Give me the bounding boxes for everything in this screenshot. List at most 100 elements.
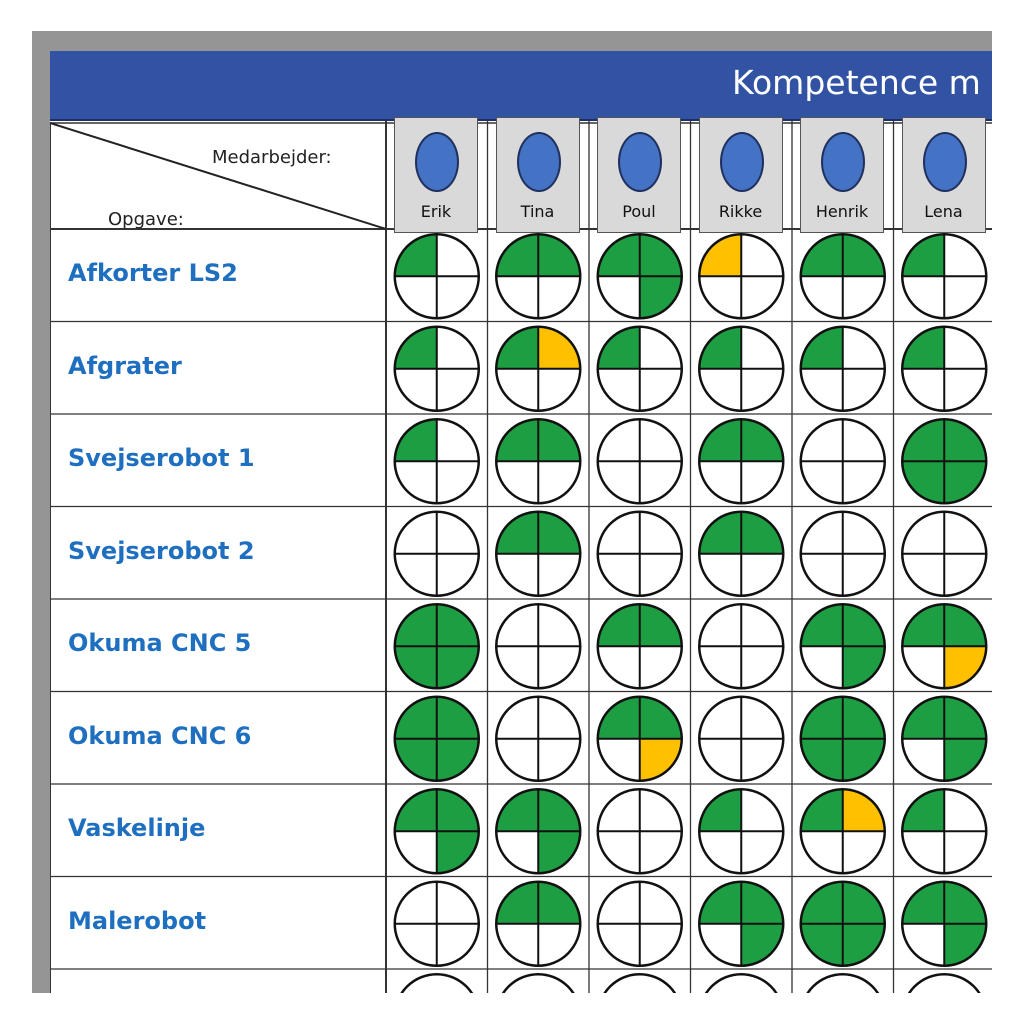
competence-quadrant	[800, 234, 843, 277]
task-label: Afkorter LS2	[68, 259, 238, 287]
competence-indicator[interactable]	[698, 418, 785, 505]
competence-quadrant	[538, 881, 581, 924]
competence-indicator[interactable]	[495, 788, 582, 875]
competence-circle-partial	[806, 973, 880, 993]
competence-indicator[interactable]	[698, 603, 785, 690]
competence-indicator[interactable]	[393, 510, 480, 597]
competence-indicator[interactable]	[596, 603, 683, 690]
competence-circle-outline	[698, 233, 785, 320]
avatar	[922, 132, 967, 192]
competence-matrix-sheet: Kompetence m Medarbejder: Opgave: Erik Ti…	[50, 51, 992, 993]
competence-circle-outline	[495, 418, 582, 505]
competence-indicator[interactable]	[393, 603, 480, 690]
competence-indicator[interactable]	[596, 788, 683, 875]
competence-quadrant	[699, 604, 742, 647]
competence-quadrant	[538, 646, 581, 689]
competence-indicator[interactable]	[901, 695, 988, 782]
competence-indicator[interactable]	[698, 695, 785, 782]
competence-quadrant	[741, 923, 784, 966]
competence-indicator[interactable]	[799, 695, 886, 782]
competence-quadrant	[597, 604, 640, 647]
competence-quadrant	[741, 368, 784, 411]
competence-indicator[interactable]	[393, 233, 480, 320]
competence-quadrant	[741, 326, 784, 369]
page-title: Kompetence m	[732, 63, 981, 102]
competence-indicator[interactable]	[799, 418, 886, 505]
competence-indicator[interactable]	[596, 695, 683, 782]
competence-indicator[interactable]	[495, 418, 582, 505]
competence-quadrant	[639, 881, 682, 924]
competence-quadrant	[597, 789, 640, 832]
task-label: Svejserobot 1	[68, 444, 255, 472]
competence-quadrant	[944, 604, 987, 647]
competence-indicator[interactable]	[698, 325, 785, 412]
competence-indicator[interactable]	[799, 788, 886, 875]
competence-quadrant	[741, 604, 784, 647]
competence-quadrant	[436, 696, 479, 739]
competence-indicator[interactable]	[901, 603, 988, 690]
competence-quadrant	[496, 276, 539, 319]
task-label: Vaskelinje	[68, 814, 206, 842]
competence-quadrant	[699, 276, 742, 319]
competence-indicator[interactable]	[495, 510, 582, 597]
competence-indicator[interactable]	[901, 510, 988, 597]
competence-indicator[interactable]	[596, 510, 683, 597]
competence-indicator[interactable]	[901, 418, 988, 505]
competence-indicator[interactable]	[901, 880, 988, 967]
competence-quadrant	[944, 368, 987, 411]
competence-indicator[interactable]	[698, 510, 785, 597]
competence-quadrant	[538, 923, 581, 966]
competence-indicator[interactable]	[596, 233, 683, 320]
competence-indicator[interactable]	[495, 603, 582, 690]
competence-indicator[interactable]	[799, 510, 886, 597]
competence-quadrant	[639, 831, 682, 874]
avatar	[821, 132, 865, 192]
competence-quadrant	[639, 461, 682, 504]
competence-indicator[interactable]	[596, 418, 683, 505]
competence-indicator[interactable]	[596, 325, 683, 412]
competence-quadrant	[639, 604, 682, 647]
competence-indicator[interactable]	[393, 788, 480, 875]
competence-indicator[interactable]	[495, 233, 582, 320]
competence-quadrant	[699, 326, 742, 369]
competence-circle-outline	[901, 325, 988, 412]
competence-indicator[interactable]	[698, 233, 785, 320]
competence-circle-outline	[799, 325, 886, 412]
competence-quadrant	[842, 646, 885, 689]
competence-indicator[interactable]	[901, 325, 988, 412]
title-bar: Kompetence m	[50, 51, 992, 121]
competence-indicator[interactable]	[799, 233, 886, 320]
task-label: Okuma CNC 5	[68, 629, 252, 657]
competence-circle-partial	[501, 973, 575, 993]
competence-circle-outline	[393, 880, 480, 967]
competence-indicator[interactable]	[698, 880, 785, 967]
competence-indicator[interactable]	[495, 695, 582, 782]
competence-quadrant	[842, 923, 885, 966]
competence-indicator[interactable]	[901, 788, 988, 875]
competence-indicator[interactable]	[495, 880, 582, 967]
competence-quadrant	[394, 831, 437, 874]
competence-circle-outline	[799, 418, 886, 505]
competence-indicator[interactable]	[596, 880, 683, 967]
competence-quadrant	[944, 831, 987, 874]
competence-indicator[interactable]	[393, 695, 480, 782]
competence-indicator[interactable]	[698, 788, 785, 875]
competence-indicator[interactable]	[393, 325, 480, 412]
competence-quadrant	[639, 923, 682, 966]
competence-circle-outline	[393, 233, 480, 320]
competence-quadrant	[436, 368, 479, 411]
competence-quadrant	[538, 276, 581, 319]
competence-indicator[interactable]	[799, 880, 886, 967]
competence-indicator[interactable]	[799, 325, 886, 412]
competence-quadrant	[902, 553, 945, 596]
competence-indicator[interactable]	[495, 325, 582, 412]
competence-indicator[interactable]	[901, 233, 988, 320]
competence-quadrant	[436, 881, 479, 924]
competence-indicator[interactable]	[799, 603, 886, 690]
competence-indicator[interactable]	[393, 880, 480, 967]
competence-indicator[interactable]	[393, 418, 480, 505]
competence-quadrant	[639, 276, 682, 319]
competence-circle-outline	[596, 325, 683, 412]
competence-circle-outline	[698, 325, 785, 412]
competence-quadrant	[597, 419, 640, 462]
